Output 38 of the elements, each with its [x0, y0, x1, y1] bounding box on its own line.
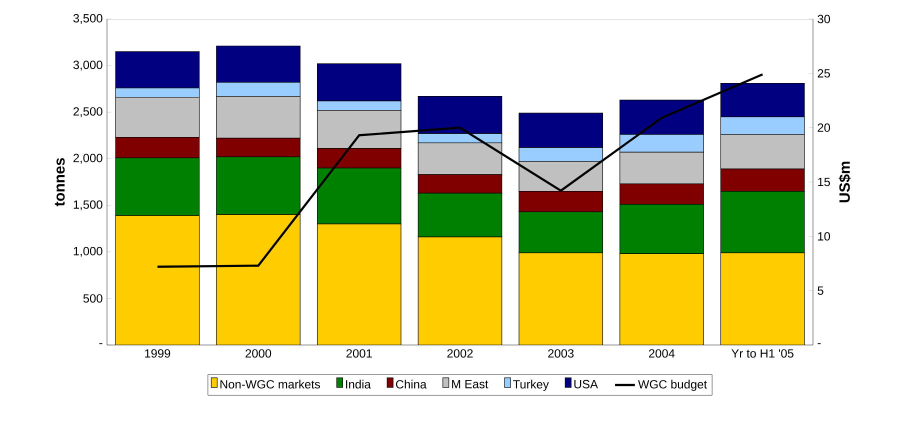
x-tick-label: 1999	[145, 349, 170, 358]
y-tick-label: -	[99, 343, 102, 344]
x-tick-label: 2004	[649, 349, 675, 358]
legend-label: USA	[574, 380, 598, 388]
y-tick-label: 3,000	[73, 60, 102, 71]
y-tick-label: 500	[83, 294, 102, 303]
y2-tick-label: 20	[818, 123, 830, 132]
y-tick-label: 1,000	[74, 246, 102, 257]
legend-label: M East	[452, 380, 488, 388]
bar	[317, 224, 401, 345]
y2-tick-label: 15	[818, 178, 830, 186]
bar	[116, 216, 200, 345]
y2-axis-title: US$m	[838, 162, 851, 202]
y2-tick-label: 5	[818, 286, 824, 295]
x-tick-label: 2001	[346, 349, 372, 358]
y2-tick-label: -	[818, 343, 821, 344]
y-tick-label: 3,500	[73, 14, 102, 24]
legend-label: India	[346, 380, 371, 389]
y2-tick-label: 25	[818, 69, 830, 78]
bar	[519, 252, 603, 345]
x-tick-label: 2002	[447, 349, 473, 358]
x-tick-label: Yr to H1 '05	[731, 349, 794, 358]
legend-label: WGC budget	[638, 380, 707, 391]
bar	[720, 252, 805, 345]
y-tick-label: 1,500	[74, 200, 102, 210]
legend-label: Turkey	[513, 380, 549, 391]
y2-tick-label: 10	[818, 232, 830, 241]
y-axis-title: tonnes	[54, 158, 65, 206]
y-tick-label: 2,500	[73, 107, 102, 118]
x-tick-label: 2000	[246, 349, 272, 358]
bar	[418, 236, 502, 345]
bar	[620, 254, 704, 345]
legend-label: China	[396, 380, 427, 389]
y2-tick-label: 30	[818, 14, 830, 24]
bar	[216, 214, 300, 345]
y-tick-label: 2,000	[73, 154, 102, 164]
x-tick-label: 2003	[548, 349, 574, 358]
legend-label: Non-WGC markets	[220, 380, 320, 389]
